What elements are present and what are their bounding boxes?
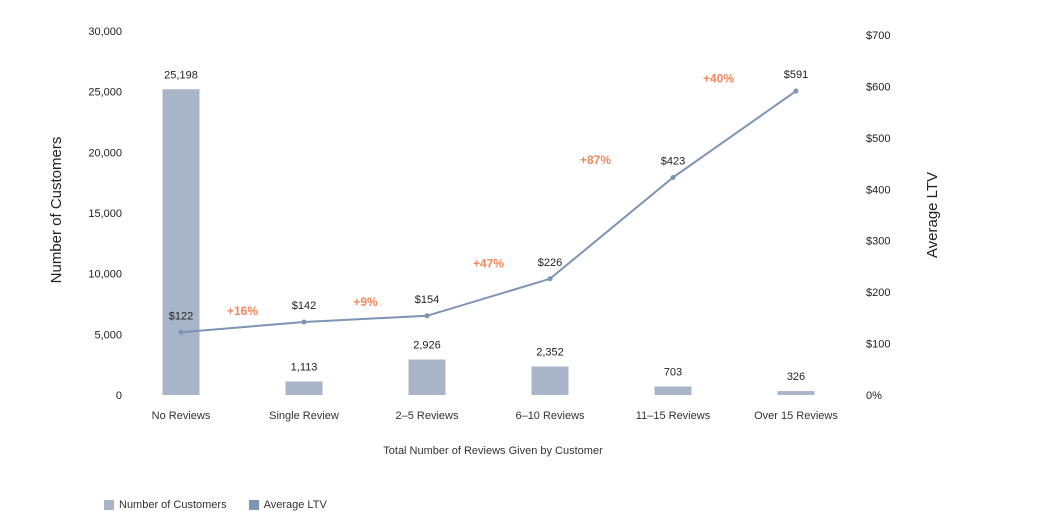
line-point: [178, 329, 184, 335]
growth-annotation: +40%: [703, 71, 734, 85]
legend-label: Average LTV: [263, 499, 327, 511]
growth-annotation: +9%: [353, 295, 378, 309]
bar-value-label: 2,352: [536, 346, 564, 358]
y2-tick-label: $400: [866, 184, 890, 196]
ltv-line: [180, 90, 797, 334]
bar-value-label: 703: [664, 366, 682, 378]
growth-annotation: +16%: [227, 304, 258, 318]
y-tick-label: 5,000: [94, 329, 122, 341]
y2-tick-label: $700: [866, 30, 890, 42]
line-value-label: $591: [784, 69, 808, 81]
line-value-label: $226: [538, 257, 562, 269]
y2-axis: 0% $100 $200 $300 $400 $500 $600 $700: [866, 30, 890, 402]
y-tick-label: 25,000: [88, 87, 122, 99]
x-tick-label: 11–15 Reviews: [636, 410, 711, 422]
bar-value-label: 2,926: [413, 339, 441, 351]
line-point: [547, 276, 553, 282]
line-point: [301, 319, 307, 325]
y2-tick-label: $200: [866, 287, 890, 299]
line-value-label: $423: [661, 155, 685, 167]
line-value-label: $122: [169, 310, 193, 322]
legend-label: Number of Customers: [119, 499, 227, 511]
y2-axis-title: Average LTV: [924, 172, 941, 258]
line-point: [793, 88, 799, 94]
y-tick-label: 10,000: [88, 269, 122, 281]
y-tick-label: 30,000: [88, 26, 122, 38]
line-series: $122 $142 $154 $226 $423 $591: [169, 69, 808, 335]
x-tick-label: 2–5 Reviews: [396, 410, 459, 422]
bar-value-label: 326: [787, 371, 805, 383]
bar: [654, 386, 692, 395]
legend-item-ltv: Average LTV: [248, 499, 327, 511]
y-tick-label: 20,000: [88, 147, 122, 159]
bar: [285, 381, 323, 395]
bar: [162, 89, 200, 395]
y-axis: 0 5,000 10,000 15,000 20,000 25,000 30,000: [88, 26, 122, 402]
x-tick-label: Over 15 Reviews: [754, 410, 838, 422]
y-tick-label: 0: [116, 390, 122, 402]
bar: [408, 359, 446, 395]
line-point: [670, 174, 676, 180]
y2-tick-label: $600: [866, 81, 890, 93]
y2-tick-label: 0%: [866, 390, 882, 402]
x-axis: No Reviews Single Review 2–5 Reviews 6–10 R…: [152, 410, 839, 422]
y2-tick-label: $100: [866, 339, 890, 351]
legend-swatch: [248, 500, 259, 510]
growth-annotation: +87%: [580, 153, 611, 167]
legend: Number of Customers Average LTV: [104, 499, 349, 511]
bar: [777, 391, 815, 395]
x-tick-label: No Reviews: [152, 410, 211, 422]
y2-tick-label: $300: [866, 236, 890, 248]
bar: [531, 366, 569, 395]
growth-annotation: +47%: [473, 256, 504, 270]
legend-swatch: [104, 500, 114, 510]
legend-item-customers: Number of Customers: [104, 499, 227, 511]
x-tick-label: 6–10 Reviews: [515, 410, 585, 422]
line-value-label: $142: [292, 300, 316, 312]
bar-value-label: 1,113: [291, 361, 318, 373]
annotations: +16% +9% +47% +87% +40%: [227, 71, 734, 318]
y2-tick-label: $500: [866, 133, 890, 145]
bar-series: 25,198 1,113 2,926 2,352 703 326: [162, 69, 815, 395]
x-axis-title: Total Number of Reviews Given by Custome…: [383, 445, 603, 457]
line-value-label: $154: [415, 294, 439, 306]
x-tick-label: Single Review: [269, 410, 339, 422]
y-tick-label: 15,000: [88, 208, 122, 220]
line-point: [424, 313, 430, 319]
bar-value-label: 25,198: [164, 69, 198, 81]
y-axis-title: Number of Customers: [48, 137, 65, 284]
